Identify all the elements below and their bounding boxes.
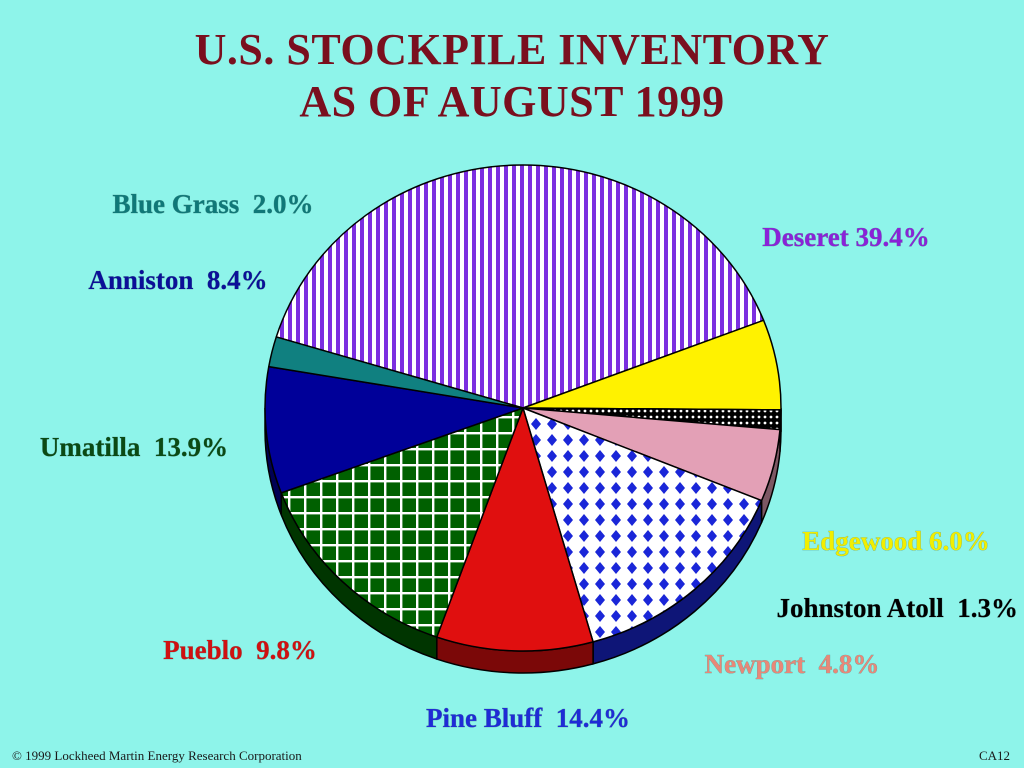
pie-label-anniston: Anniston 8.4%	[88, 265, 267, 295]
slide-code: CA12	[978, 748, 1010, 763]
pie-label-newport: Newport 4.8%	[705, 649, 880, 679]
chart-title-line-1: U.S. STOCKPILE INVENTORY	[194, 25, 830, 74]
pie-slice-deseret	[275, 164, 765, 409]
pie-label-johnston-atoll: Johnston Atoll 1.3%	[776, 593, 1018, 623]
pie-label-pueblo: Pueblo 9.8%	[163, 635, 317, 665]
pie-label-blue-grass: Blue Grass 2.0%	[112, 189, 313, 219]
copyright-text: © 1999 Lockheed Martin Energy Research C…	[12, 748, 302, 763]
pie-label-edgewood: Edgewood 6.0%	[802, 526, 990, 556]
pie-slice-blue-grass	[268, 336, 524, 409]
pie-slice-pine-bluff	[522, 407, 763, 643]
pie-slice-umatilla	[280, 407, 524, 638]
pie-label-deseret: Deseret 39.4%	[762, 222, 929, 252]
chart-title-line-2: AS OF AUGUST 1999	[299, 77, 725, 126]
pie-label-pine-bluff: Pine Bluff 14.4%	[426, 703, 630, 733]
pie-label-umatilla: Umatilla 13.9%	[40, 432, 228, 462]
pie-slice-pueblo	[436, 407, 594, 652]
